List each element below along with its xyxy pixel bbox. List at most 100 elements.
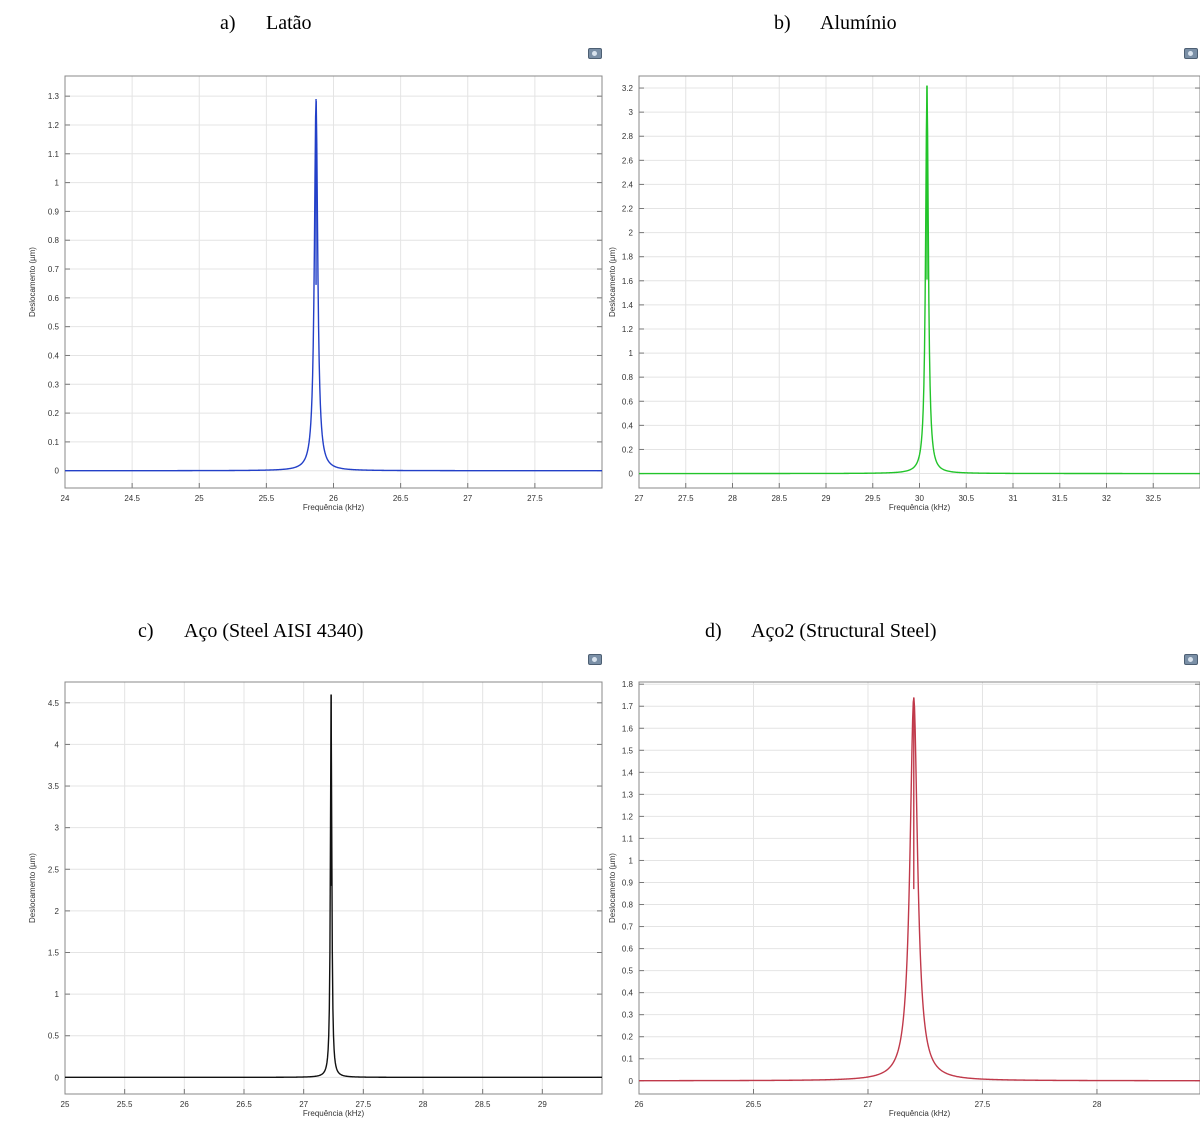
y-tick-label: 0.2	[622, 445, 634, 454]
y-tick-label: 2.5	[48, 865, 60, 874]
x-tick-label: 28	[419, 1100, 428, 1109]
camera-icon[interactable]	[1184, 654, 1198, 665]
x-tick-label: 27	[864, 1100, 873, 1109]
y-tick-label: 1.1	[622, 834, 634, 843]
series-line	[639, 85, 1200, 475]
y-tick-label: 0.2	[48, 409, 60, 418]
chart-a: 24 24.5 25 25.5 26 26.5 27 27.5 0 0.1 0.2 0.3 0.4 0.5…	[28, 75, 603, 512]
panel-b-title: b) Alumínio	[774, 12, 897, 35]
y-axis-label: Deslocamento (µm)	[28, 853, 37, 923]
x-tick-label: 31.5	[1052, 494, 1068, 503]
x-tick-label: 29	[822, 494, 831, 503]
x-tick-label: 27.5	[356, 1100, 372, 1109]
y-tick-label: 0.8	[622, 373, 634, 382]
y-tick-label: 1.8	[622, 680, 634, 689]
y-tick-label: 1.2	[48, 121, 60, 130]
chart-c: 25 25.5 26 26.5 27 27.5 28 28.5 29 0 0.5 1 1.5 2 2.5 3 3…	[28, 681, 603, 1118]
x-tick-label: 24	[61, 494, 70, 503]
y-tick-label: 0.6	[622, 397, 634, 406]
x-tick-label: 28	[728, 494, 737, 503]
x-tick-label: 30	[915, 494, 924, 503]
y-tick-label: 1.3	[622, 790, 634, 799]
y-tick-label: 1.5	[622, 746, 634, 755]
y-tick-label: 1.7	[622, 702, 634, 711]
y-tick-label: 0.4	[622, 989, 634, 998]
x-tick-label: 26	[180, 1100, 189, 1109]
y-tick-label: 1.3	[48, 92, 60, 101]
y-tick-label: 0	[55, 1073, 60, 1082]
x-tick-label: 26.5	[236, 1100, 252, 1109]
x-tick-label: 28	[1093, 1100, 1102, 1109]
x-tick-label: 25	[195, 494, 204, 503]
x-tick-label: 27.5	[678, 494, 694, 503]
plot-frame	[64, 75, 603, 489]
plot-frame	[64, 681, 603, 1095]
x-tick-label: 26.5	[746, 1100, 762, 1109]
y-tick-label: 2.4	[622, 180, 634, 189]
y-tick-label: 2.6	[622, 156, 634, 165]
y-tick-label: 0.9	[622, 878, 634, 887]
y-tick-label: 4.5	[48, 699, 60, 708]
y-tick-label: 0.2	[622, 1033, 634, 1042]
y-tick-label: 1.2	[622, 325, 634, 334]
y-tick-label: 0	[55, 467, 60, 476]
panel-a-label: a)	[220, 12, 236, 34]
y-axis-label: Deslocamento (µm)	[608, 247, 617, 317]
series-line	[65, 694, 602, 1079]
y-tick-label: 0.1	[48, 438, 60, 447]
y-axis-label: Deslocamento (µm)	[28, 247, 37, 317]
x-tick-label: 32	[1102, 494, 1111, 503]
y-tick-label: 0.7	[48, 265, 60, 274]
camera-icon[interactable]	[588, 654, 602, 665]
y-tick-label: 0.8	[48, 236, 60, 245]
y-tick-label: 1.1	[48, 150, 60, 159]
panel-c-label: c)	[138, 620, 154, 642]
x-tick-label: 24.5	[124, 494, 140, 503]
panel-d-label: d)	[705, 620, 722, 642]
y-axis-label: Deslocamento (µm)	[608, 853, 617, 923]
y-tick-label: 1	[55, 179, 60, 188]
y-tick-label: 1.6	[622, 277, 634, 286]
plot-frame	[638, 75, 1200, 489]
x-tick-label: 28.5	[771, 494, 787, 503]
x-tick-label: 25.5	[259, 494, 275, 503]
y-tick-label: 3.5	[48, 782, 60, 791]
y-tick-label: 2.8	[622, 132, 634, 141]
chart-b: 27 27.5 28 28.5 29 29.5 30 30.5 31 31.5 32 32.500.2…	[608, 75, 1200, 512]
x-tick-label: 32.5	[1145, 494, 1161, 503]
panel-c-title: c) Aço (Steel AISI 4340)	[138, 620, 363, 643]
y-tick-label: 0.3	[48, 380, 60, 389]
y-tick-label: 2	[55, 907, 60, 916]
y-tick-label: 4	[55, 740, 60, 749]
camera-icon[interactable]	[1184, 48, 1198, 59]
y-tick-label: 1	[629, 856, 634, 865]
series-line	[639, 697, 1200, 1082]
panel-b-label: b)	[774, 12, 791, 34]
y-tick-label: 0.8	[622, 901, 634, 910]
y-tick-label: 0	[629, 470, 634, 479]
y-tick-label: 0.6	[48, 294, 60, 303]
series-line	[65, 101, 602, 472]
panel-a-title: a) Latão	[220, 12, 312, 35]
y-tick-label: 1.2	[622, 812, 634, 821]
y-tick-label: 1.5	[48, 949, 60, 958]
y-tick-label: 0.5	[622, 967, 634, 976]
y-tick-label: 3.2	[622, 84, 634, 93]
y-tick-label: 0.9	[48, 207, 60, 216]
y-tick-label: 1	[55, 990, 60, 999]
y-tick-label: 3	[629, 108, 634, 117]
x-tick-label: 26.5	[393, 494, 409, 503]
x-tick-label: 27.5	[527, 494, 543, 503]
y-tick-label: 0	[629, 1077, 634, 1086]
x-tick-label: 27	[463, 494, 472, 503]
x-tick-label: 29	[538, 1100, 547, 1109]
x-tick-label: 26	[329, 494, 338, 503]
y-tick-label: 0.4	[622, 421, 634, 430]
y-tick-label: 3	[55, 824, 60, 833]
y-tick-label: 0.4	[48, 351, 60, 360]
camera-icon[interactable]	[588, 48, 602, 59]
panel-b-name: Alumínio	[820, 12, 897, 34]
x-axis-label: Frequência (kHz)	[889, 1109, 951, 1118]
x-tick-label: 29.5	[865, 494, 881, 503]
y-tick-label: 1.4	[622, 768, 634, 777]
